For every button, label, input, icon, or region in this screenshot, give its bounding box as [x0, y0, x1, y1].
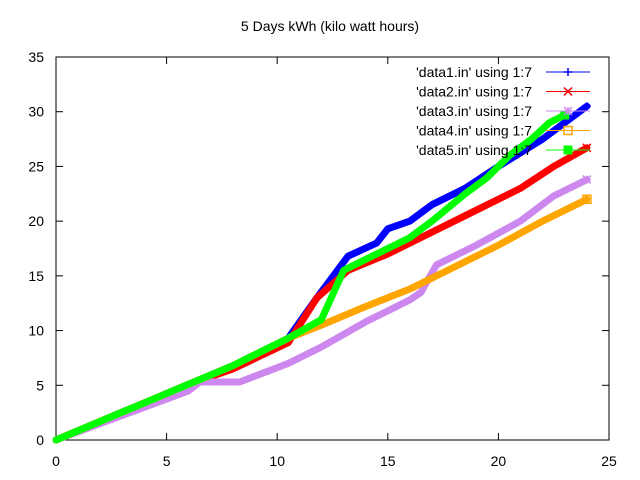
- plot-border: [55, 56, 610, 441]
- series-line-3: [52, 176, 591, 444]
- legend-entry: 'data5.in' using 1:7: [416, 142, 590, 158]
- data-point: [474, 243, 478, 247]
- data-point: [286, 361, 290, 365]
- data-point: [552, 164, 556, 168]
- data-point: [319, 345, 323, 349]
- legend-marker: [563, 86, 573, 97]
- legend-label: 'data3.in' using 1:7: [416, 103, 532, 119]
- x-tick-label: 0: [52, 453, 60, 469]
- legend-marker: [563, 106, 573, 116]
- x-tick-label: 5: [163, 453, 171, 469]
- data-point: [364, 257, 368, 261]
- y-tick-label: 10: [28, 323, 44, 339]
- data-point: [364, 305, 368, 308]
- x-tick-label: 25: [601, 453, 617, 469]
- series-line-2: [52, 144, 591, 444]
- legend-marker: [563, 145, 573, 155]
- data-point: [319, 318, 323, 322]
- y-tick-label: 5: [36, 377, 44, 393]
- legend-label: 'data1.in' using 1:7: [416, 64, 532, 80]
- data-point: [386, 252, 390, 256]
- legend-label: 'data4.in' using 1:7: [416, 123, 532, 139]
- legend-marker: [564, 68, 572, 76]
- data-point: [364, 320, 368, 324]
- legend-entry: 'data4.in' using 1:7: [416, 123, 590, 139]
- data-point: [430, 203, 434, 207]
- data-point: [463, 192, 467, 196]
- data-point: [187, 389, 191, 393]
- data-point: [485, 175, 489, 179]
- data-point: [315, 296, 319, 300]
- data-point: [187, 382, 191, 386]
- data-point: [547, 121, 551, 125]
- data-point: [238, 380, 242, 384]
- x-tick-label: 20: [491, 453, 507, 469]
- data-point: [408, 236, 412, 240]
- data-point: [541, 219, 545, 223]
- data-point: [231, 364, 235, 368]
- chart-title: 5 Days kWh (kilo watt hours): [241, 18, 419, 34]
- y-tick-label: 15: [28, 268, 44, 284]
- legend-entry: 'data3.in' using 1:7: [416, 103, 590, 119]
- legend-entry: 'data2.in' using 1:7: [416, 84, 590, 100]
- data-point: [98, 419, 102, 423]
- data-point: [408, 219, 412, 223]
- data-point: [286, 336, 290, 340]
- data-point: [435, 263, 438, 267]
- series-end-marker: [582, 102, 591, 111]
- data-point: [474, 208, 478, 212]
- data-point: [452, 265, 456, 269]
- data-point: [386, 227, 390, 231]
- legend-label: 'data5.in' using 1:7: [416, 142, 532, 158]
- y-tick-label: 20: [28, 213, 44, 229]
- data-point: [419, 290, 423, 294]
- series-line-5: [52, 111, 569, 444]
- data-point: [143, 401, 146, 405]
- data-point: [519, 186, 522, 190]
- y-tick-label: 25: [28, 158, 44, 174]
- legend-marker: [563, 125, 573, 136]
- data-point: [346, 254, 350, 258]
- legend: 'data1.in' using 1:7 'data2.in' using 1:7…: [416, 64, 590, 158]
- data-point: [408, 287, 412, 291]
- x-tick-label: 15: [380, 453, 396, 469]
- y-tick-label: 30: [28, 104, 44, 120]
- data-point: [552, 194, 556, 198]
- data-point: [54, 438, 58, 442]
- legend-label: 'data2.in' using 1:7: [416, 84, 532, 100]
- data-point: [319, 323, 323, 327]
- series-end-marker: [582, 194, 592, 205]
- series-group: [52, 102, 592, 444]
- data-point: [375, 241, 379, 245]
- data-point: [530, 137, 534, 141]
- axes: 0 5 10 15 20 25 30 35 0 5 10 15 20 25: [28, 49, 617, 469]
- y-tick-label: 0: [36, 432, 44, 448]
- data-point: [430, 230, 434, 234]
- y-tick-label: 35: [28, 49, 44, 65]
- data-point: [585, 197, 589, 201]
- data-point: [430, 219, 434, 223]
- series-end-marker: [582, 175, 592, 185]
- legend-entry: 'data1.in' using 1:7: [416, 64, 590, 80]
- data-point: [408, 298, 412, 302]
- x-tick-label: 10: [269, 453, 285, 469]
- data-point: [508, 154, 511, 157]
- data-point: [496, 243, 500, 247]
- data-point: [342, 268, 346, 272]
- data-point: [541, 137, 545, 141]
- data-point: [519, 219, 522, 223]
